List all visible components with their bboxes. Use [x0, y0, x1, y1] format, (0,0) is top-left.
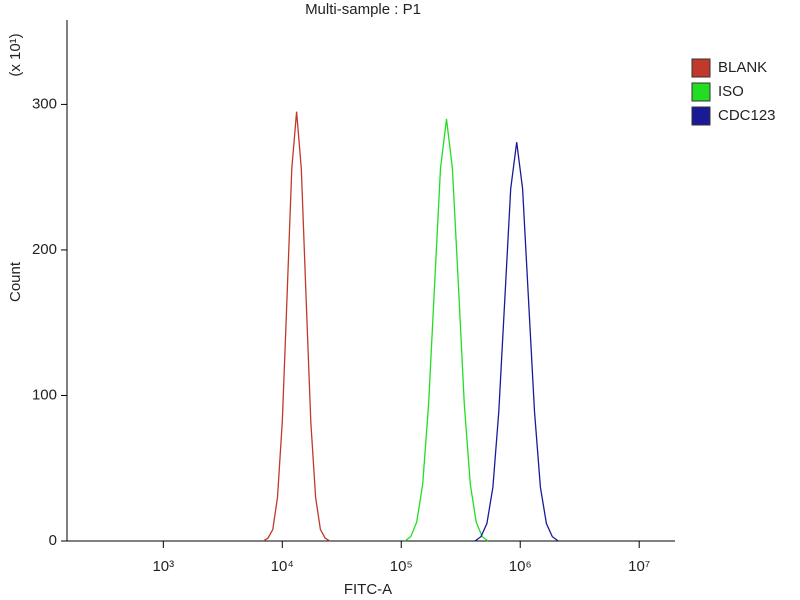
- chart-title: Multi-sample : P1: [305, 1, 421, 18]
- legend-swatch: [691, 58, 711, 78]
- x-tick-label: 10⁷: [628, 558, 650, 575]
- histogram-line: [474, 142, 559, 542]
- y-axis-label: Count: [7, 261, 24, 302]
- x-tick-label: 10⁶: [509, 558, 532, 575]
- legend-swatch: [691, 106, 711, 126]
- y-multiplier: (x 10¹): [7, 33, 24, 76]
- x-tick-label: 10⁴: [271, 558, 294, 575]
- legend-swatch: [691, 82, 711, 102]
- y-tick-label: 300: [32, 95, 57, 112]
- legend-label: BLANK: [718, 59, 767, 76]
- x-tick-label: 10⁵: [390, 558, 413, 575]
- histogram-line: [404, 118, 489, 542]
- y-tick-label: 100: [32, 386, 57, 403]
- histogram-line: [262, 111, 331, 542]
- y-tick-label: 200: [32, 241, 57, 258]
- legend-label: CDC123: [718, 107, 776, 124]
- x-tick-label: 10³: [152, 558, 174, 575]
- legend-label: ISO: [718, 83, 744, 100]
- x-axis-label: FITC-A: [344, 581, 392, 598]
- y-tick-label: 0: [49, 532, 57, 549]
